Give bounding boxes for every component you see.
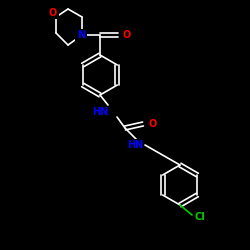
Text: O: O bbox=[49, 8, 57, 18]
Text: Cl: Cl bbox=[194, 212, 205, 222]
Text: HN: HN bbox=[92, 107, 108, 117]
Text: O: O bbox=[149, 119, 157, 129]
Text: O: O bbox=[123, 30, 131, 40]
Text: HN: HN bbox=[127, 140, 143, 150]
Text: N: N bbox=[77, 30, 85, 40]
